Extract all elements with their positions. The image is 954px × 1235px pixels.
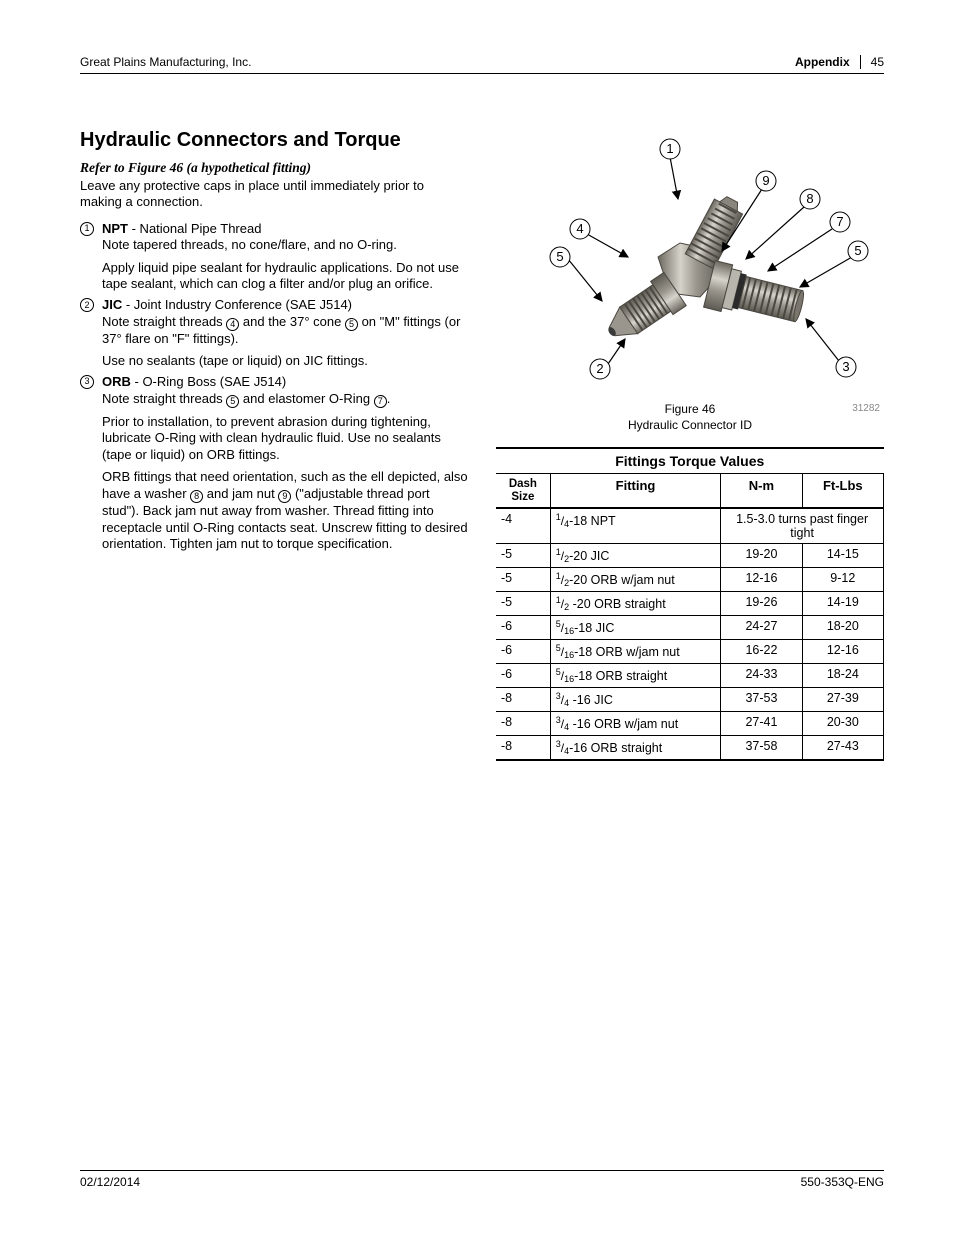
torque-table: Fittings Torque Values Dash Size Fitting…: [496, 447, 884, 761]
orb-line3: ORB fittings that need orientation, such…: [102, 469, 468, 553]
page-title: Hydraulic Connectors and Torque: [80, 129, 468, 152]
definition-npt: 1 NPT - National Pipe Thread Note tapere…: [80, 221, 468, 294]
definition-orb: 3 ORB - O-Ring Boss (SAE J514) Note stra…: [80, 374, 468, 408]
definition-jic: 2 JIC - Joint Industry Conference (SAE J…: [80, 297, 468, 370]
figure-46: 1 4 5 2 3 5 7 8 9 Figure 46 31282 Hydrau…: [496, 129, 884, 433]
left-column: Hydraulic Connectors and Torque Refer to…: [80, 129, 468, 761]
table-row: -83/4 -16 ORB w/jam nut27-4120-30: [496, 712, 884, 736]
th-dash: Dash Size: [496, 474, 550, 509]
jic-line2: Use no sealants (tape or liquid) on JIC …: [102, 353, 468, 370]
npt-line1: Note tapered threads, no cone/flare, and…: [102, 237, 468, 254]
callout-2-icon: 2: [80, 298, 94, 312]
svg-text:1: 1: [666, 141, 673, 156]
callout-3-icon: 3: [80, 375, 94, 389]
figure-reference: Refer to Figure 46 (a hypothetical fitti…: [80, 160, 468, 176]
table-row: -83/4 -16 JIC37-5327-39: [496, 688, 884, 712]
page-footer: 02/12/2014 550-353Q-ENG: [80, 1175, 884, 1189]
table-row: -51/2-20 JIC19-2014-15: [496, 544, 884, 568]
inline-callout-8-icon: 8: [190, 490, 203, 503]
table-row: -41/4-18 NPT1.5-3.0 turns past finger ti…: [496, 508, 884, 544]
fig-callout-4: 4: [570, 219, 590, 239]
table-row: -83/4-16 ORB straight37-5827-43: [496, 736, 884, 761]
table-row: -65/16-18 ORB w/jam nut16-2212-16: [496, 640, 884, 664]
right-column: 1 4 5 2 3 5 7 8 9 Figure 46 31282 Hydrau…: [496, 129, 884, 761]
jic-name: - Joint Industry Conference (SAE J514): [122, 297, 352, 312]
inline-callout-9-icon: 9: [278, 490, 291, 503]
figure-label: Figure 46: [665, 402, 716, 416]
header-rule: [80, 73, 884, 74]
svg-text:7: 7: [836, 214, 843, 229]
section-name: Appendix: [795, 55, 850, 69]
th-fitting: Fitting: [550, 474, 721, 509]
orb-abbr: ORB: [102, 374, 131, 389]
fig-callout-3: 3: [836, 357, 856, 377]
fig-callout-5a: 5: [550, 247, 570, 267]
th-nm: N-m: [721, 474, 802, 509]
intro-text: Leave any protective caps in place until…: [80, 178, 468, 211]
figure-id: 31282: [852, 402, 880, 415]
page-number: 45: [871, 55, 884, 69]
footer-doc: 550-353Q-ENG: [801, 1175, 884, 1189]
inline-callout-7-icon: 7: [374, 395, 387, 408]
fig-callout-8: 8: [800, 189, 820, 209]
npt-abbr: NPT: [102, 221, 128, 236]
th-ftlbs: Ft-Lbs: [802, 474, 883, 509]
svg-text:5: 5: [556, 249, 563, 264]
table-title: Fittings Torque Values: [496, 448, 884, 474]
inline-callout-5b-icon: 5: [226, 395, 239, 408]
company-name: Great Plains Manufacturing, Inc.: [80, 55, 251, 69]
orb-name: - O-Ring Boss (SAE J514): [131, 374, 286, 389]
table-row: -51/2-20 ORB w/jam nut12-169-12: [496, 568, 884, 592]
svg-text:5: 5: [854, 243, 861, 258]
footer-rule: [80, 1170, 884, 1171]
connector-diagram: 1 4 5 2 3 5 7 8 9: [496, 129, 884, 399]
inline-callout-4-icon: 4: [226, 318, 239, 331]
jic-abbr: JIC: [102, 297, 122, 312]
svg-text:9: 9: [762, 173, 769, 188]
fig-callout-2: 2: [590, 359, 610, 379]
fig-callout-9: 9: [756, 171, 776, 191]
fig-callout-1: 1: [660, 139, 680, 159]
table-row: -51/2 -20 ORB straight19-2614-19: [496, 592, 884, 616]
fig-callout-7: 7: [830, 212, 850, 232]
footer-date: 02/12/2014: [80, 1175, 140, 1189]
orb-line2: Prior to installation, to prevent abrasi…: [102, 414, 468, 464]
table-row: -65/16-18 JIC24-2718-20: [496, 616, 884, 640]
orb-line1: Note straight threads 5 and elastomer O-…: [102, 391, 468, 408]
page-header: Great Plains Manufacturing, Inc. Appendi…: [80, 55, 884, 69]
callout-1-icon: 1: [80, 222, 94, 236]
header-divider: [860, 55, 861, 69]
svg-text:3: 3: [842, 359, 849, 374]
svg-text:4: 4: [576, 221, 583, 236]
svg-text:2: 2: [596, 361, 603, 376]
table-row: -65/16-18 ORB straight24-3318-24: [496, 664, 884, 688]
svg-text:8: 8: [806, 191, 813, 206]
npt-line2: Apply liquid pipe sealant for hydraulic …: [102, 260, 468, 293]
figure-caption: Hydraulic Connector ID: [628, 418, 752, 432]
jic-line1: Note straight threads 4 and the 37° cone…: [102, 314, 468, 348]
inline-callout-5-icon: 5: [345, 318, 358, 331]
fig-callout-5b: 5: [848, 241, 868, 261]
npt-name: - National Pipe Thread: [128, 221, 261, 236]
